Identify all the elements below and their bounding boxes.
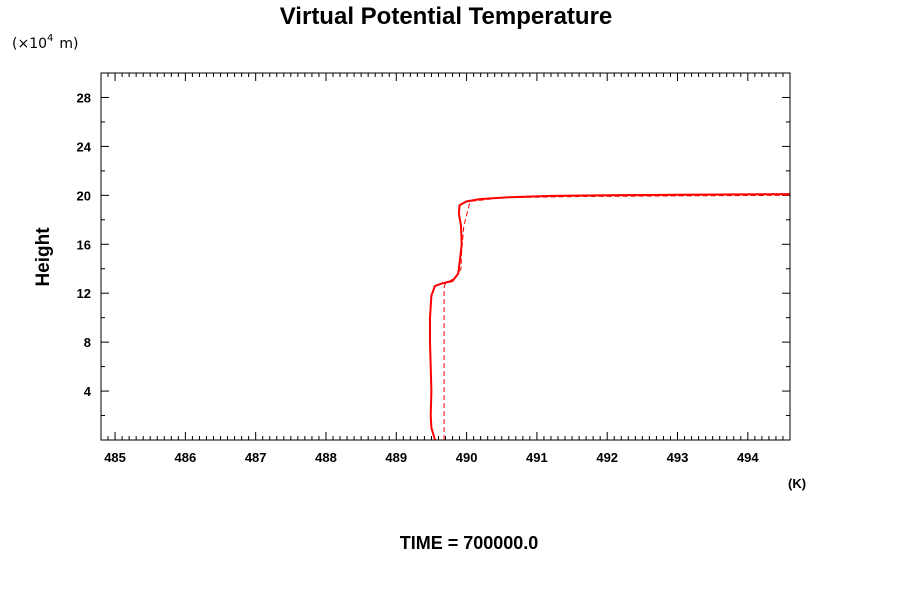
x-tick-label: 491 — [526, 450, 548, 465]
y-tick-label: 4 — [84, 384, 92, 399]
y-tick-label: 28 — [77, 90, 91, 105]
x-tick-label: 492 — [596, 450, 618, 465]
x-tick-label: 486 — [175, 450, 197, 465]
ticks — [100, 73, 791, 440]
y-tick-label: 20 — [77, 188, 91, 203]
time-label: TIME = 700000.0 — [400, 533, 539, 553]
tick-labels: 485 486 487 488 489 490 491 492 493 494 4 8 12 16 20 24… — [77, 90, 760, 465]
y-tick-label: 16 — [77, 237, 91, 252]
dashed-series-line — [443, 194, 791, 440]
x-tick-label: 494 — [737, 450, 759, 465]
x-axis-unit: (K) — [788, 476, 806, 491]
x-tick-label: 485 — [104, 450, 126, 465]
x-tick-label: 493 — [667, 450, 689, 465]
series-group — [429, 193, 791, 441]
y-axis-label: Height — [33, 227, 54, 287]
chart-title: Virtual Potential Temperature — [280, 3, 613, 30]
y-tick-label: 24 — [77, 139, 92, 154]
x-tick-label: 489 — [385, 450, 407, 465]
x-tick-label: 487 — [245, 450, 267, 465]
y-tick-label: 12 — [77, 286, 91, 301]
solid-series-line — [429, 193, 791, 441]
y-scale-exponent: 4 — [47, 33, 53, 44]
y-tick-label: 8 — [84, 335, 91, 350]
plot-frame — [100, 72, 791, 441]
x-tick-label: 488 — [315, 450, 337, 465]
y-scale-label: (×104 m) — [12, 33, 79, 52]
x-tick-label: 490 — [456, 450, 478, 465]
